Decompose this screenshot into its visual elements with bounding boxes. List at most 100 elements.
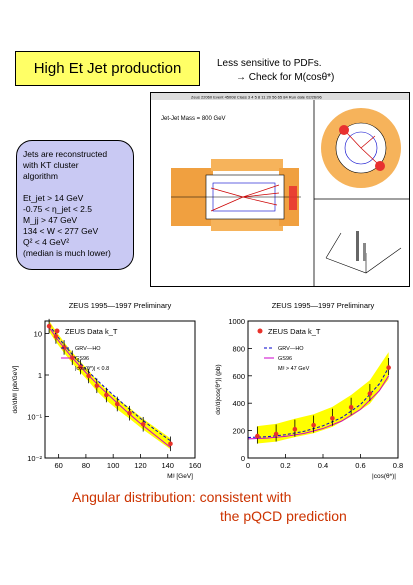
data-point bbox=[127, 410, 132, 416]
x-tick-label: 100 bbox=[107, 461, 120, 470]
lego-tower-1 bbox=[356, 231, 359, 261]
callout-line: Q² < 4 GeV² bbox=[23, 237, 70, 247]
data-point bbox=[114, 401, 120, 407]
legend-label: ZEUS Data k_T bbox=[268, 327, 321, 336]
jet-cluster-1 bbox=[339, 125, 349, 135]
y-axis-label: dσ/d|cos(θ*)| (pb) bbox=[215, 364, 222, 414]
callout-line: with KT cluster bbox=[23, 160, 79, 170]
x-tick-label: 0.2 bbox=[280, 461, 290, 470]
event-header-text: Zeus 22060 Event 45008 Class 3 4 5 8 11 … bbox=[191, 95, 322, 100]
data-point bbox=[86, 373, 91, 379]
data-point bbox=[311, 422, 316, 428]
x-tick-label: 80 bbox=[82, 461, 90, 470]
chart-title: ZEUS 1995—1997 Preliminary bbox=[272, 301, 375, 310]
x-tick-label: 0.6 bbox=[355, 461, 365, 470]
selection-callout: Jets are reconstructed with KT cluster a… bbox=[16, 140, 134, 270]
detector-radial-view bbox=[321, 108, 401, 188]
angular-distribution-chart: ZEUS 1995—1997 Preliminary 0 0.2 0.4 0.6 0.8 0… bbox=[215, 301, 403, 480]
x-axis-label: |cos(θ*)| bbox=[372, 473, 396, 480]
x-tick-label: 0 bbox=[246, 461, 250, 470]
forward-energy-deposit bbox=[289, 186, 297, 210]
lego-tower-2 bbox=[363, 243, 366, 261]
x-tick-label: 60 bbox=[54, 461, 62, 470]
callout-line: Et_jet > 14 GeV bbox=[23, 193, 84, 203]
y-tick-label: 10 bbox=[34, 329, 42, 338]
radial-jet-tracks bbox=[346, 132, 378, 164]
jet-cluster-2 bbox=[375, 161, 385, 171]
series-line-1 bbox=[247, 367, 390, 438]
jet-mass-label: Jet-Jet Mass = 800 GeV bbox=[161, 116, 226, 122]
data-point bbox=[46, 323, 52, 329]
radial-chamber bbox=[344, 131, 378, 165]
slide-title: High Et Jet production bbox=[33, 60, 182, 77]
lego-plot bbox=[325, 231, 402, 274]
legend-label: GS96 bbox=[75, 356, 89, 362]
data-point bbox=[273, 431, 279, 437]
x-tick-label: 120 bbox=[134, 461, 147, 470]
legend-label: GRV—HO bbox=[278, 346, 304, 352]
data-point bbox=[53, 334, 59, 339]
data-point bbox=[69, 355, 75, 361]
x-tick-label: 0.8 bbox=[393, 461, 403, 470]
data-point bbox=[255, 433, 260, 439]
y-tick-label: 1 bbox=[38, 371, 42, 380]
data-point bbox=[61, 345, 67, 350]
calorimeter-bottom bbox=[211, 219, 283, 231]
event-display: Zeus 22060 Event 45008 Class 3 4 5 8 11 … bbox=[150, 92, 410, 287]
x-axis-label: Mʲʲ [GeV] bbox=[167, 473, 193, 480]
uncertainty-band bbox=[49, 320, 171, 450]
callout-line: (median is much lower) bbox=[23, 248, 111, 258]
series-line-2 bbox=[247, 375, 390, 440]
y-tick-label: 10⁻¹ bbox=[27, 412, 42, 421]
callout-line bbox=[23, 182, 127, 193]
data-point bbox=[330, 415, 335, 421]
note-line-1: Less sensitive to PDFs. bbox=[217, 58, 322, 69]
plot-frame bbox=[44, 320, 196, 459]
uncertainty-band bbox=[257, 352, 389, 444]
callout-line: algorithm bbox=[23, 171, 58, 181]
event-header-bar bbox=[151, 93, 409, 100]
legend-label: GS96 bbox=[278, 356, 292, 362]
x-tick-label: 140 bbox=[161, 461, 174, 470]
data-point bbox=[104, 392, 109, 398]
y-tick-label: 0 bbox=[241, 454, 245, 463]
legend-cut-label: Mʲʲ > 47 GeV bbox=[278, 365, 310, 372]
conclusion-line-2: the pQCD prediction bbox=[220, 508, 347, 524]
calorimeter-top bbox=[211, 159, 283, 171]
y-tick-label: 10⁻² bbox=[27, 454, 42, 463]
event-display-graphic: Zeus 22060 Event 45008 Class 3 4 5 8 11 … bbox=[151, 93, 409, 286]
data-point bbox=[140, 421, 146, 427]
legend-marker bbox=[257, 328, 263, 334]
legend-label: ZEUS Data k_T bbox=[65, 327, 118, 336]
data-point bbox=[292, 426, 298, 432]
jet-tracks bbox=[210, 184, 280, 212]
data-point bbox=[348, 405, 354, 410]
y-tick-label: 400 bbox=[232, 399, 245, 408]
legend-cut-label: |cos(θ*)| < 0.8 bbox=[75, 366, 109, 372]
y-axis-label: dσ/dMʲʲ [pb/GeV] bbox=[12, 365, 19, 413]
data-point bbox=[386, 365, 391, 370]
y-tick-label: 1000 bbox=[228, 317, 245, 326]
note-line-2: → Check for M(cosθ*) bbox=[236, 72, 335, 83]
callout-line: Jets are reconstructed bbox=[23, 149, 108, 159]
series-line-1 bbox=[48, 324, 171, 442]
conclusion-line-1: Angular distribution: consistent with bbox=[72, 489, 292, 505]
title-box: High Et Jet production bbox=[15, 51, 200, 86]
data-point bbox=[367, 391, 373, 396]
callout-line: M_jj > 47 GeV bbox=[23, 215, 78, 225]
mass-distribution-chart: ZEUS 1995—1997 Preliminary 60 80 100 120 140 1… bbox=[12, 301, 202, 480]
callout-line: -0.75 < η_jet < 2.5 bbox=[23, 204, 92, 214]
x-tick-label: 0.4 bbox=[318, 461, 328, 470]
legend-marker bbox=[54, 328, 60, 334]
chart-title: ZEUS 1995—1997 Preliminary bbox=[69, 301, 172, 310]
x-tick-label: 160 bbox=[189, 461, 202, 470]
detector-side-view bbox=[171, 159, 301, 231]
callout-line: 134 < W < 277 GeV bbox=[23, 226, 99, 236]
y-tick-label: 600 bbox=[232, 372, 245, 381]
legend-label: GRV—HO bbox=[75, 346, 101, 352]
data-point bbox=[168, 441, 173, 447]
data-point bbox=[94, 383, 100, 389]
data-point bbox=[78, 364, 83, 370]
y-tick-label: 800 bbox=[232, 344, 245, 353]
y-tick-label: 200 bbox=[232, 427, 245, 436]
